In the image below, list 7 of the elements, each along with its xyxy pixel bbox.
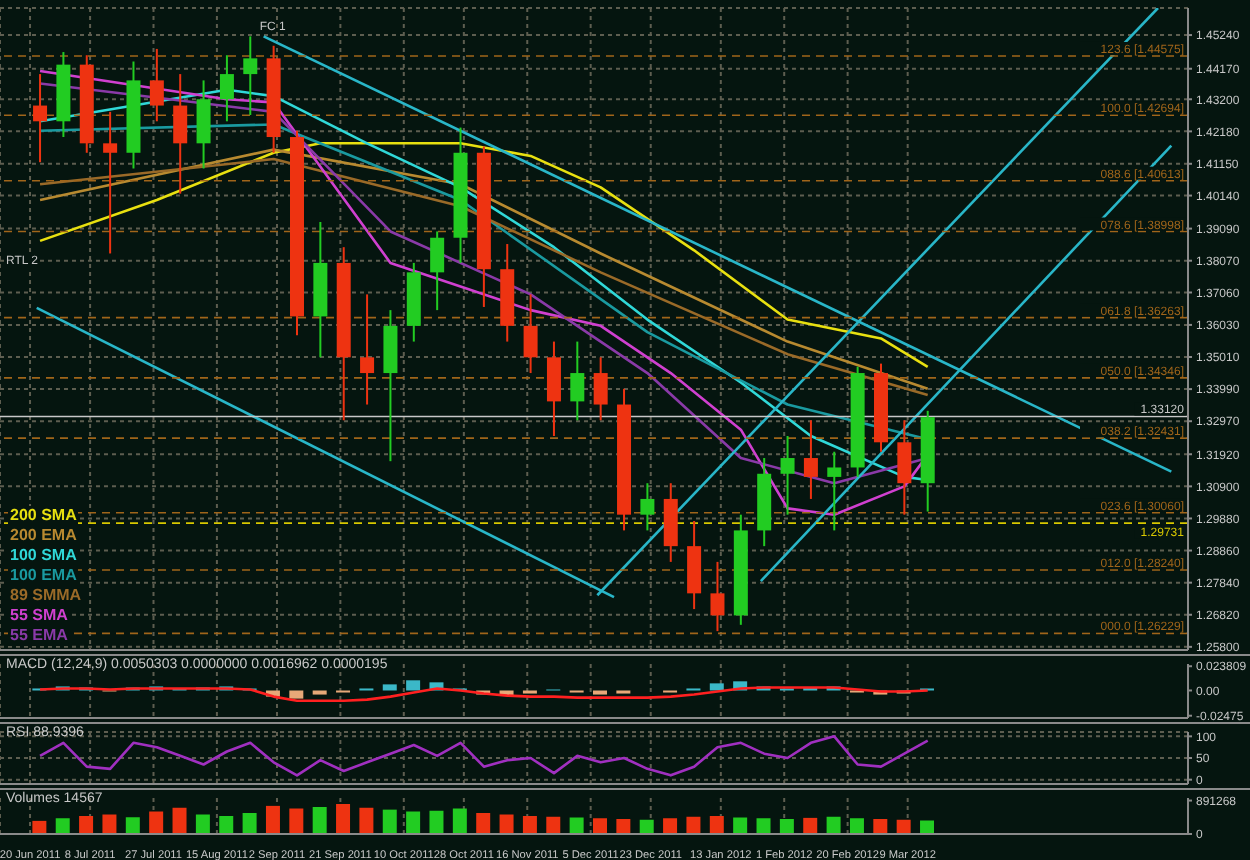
text: 100 SMA [8, 546, 79, 566]
text: 200 SMA [8, 506, 79, 526]
text: 89 SMMA [8, 586, 84, 606]
text: 100 EMA [8, 566, 79, 586]
text: 200 EMA [8, 526, 79, 546]
text: 55 EMA [8, 626, 70, 646]
text: 55 SMA [8, 606, 70, 626]
